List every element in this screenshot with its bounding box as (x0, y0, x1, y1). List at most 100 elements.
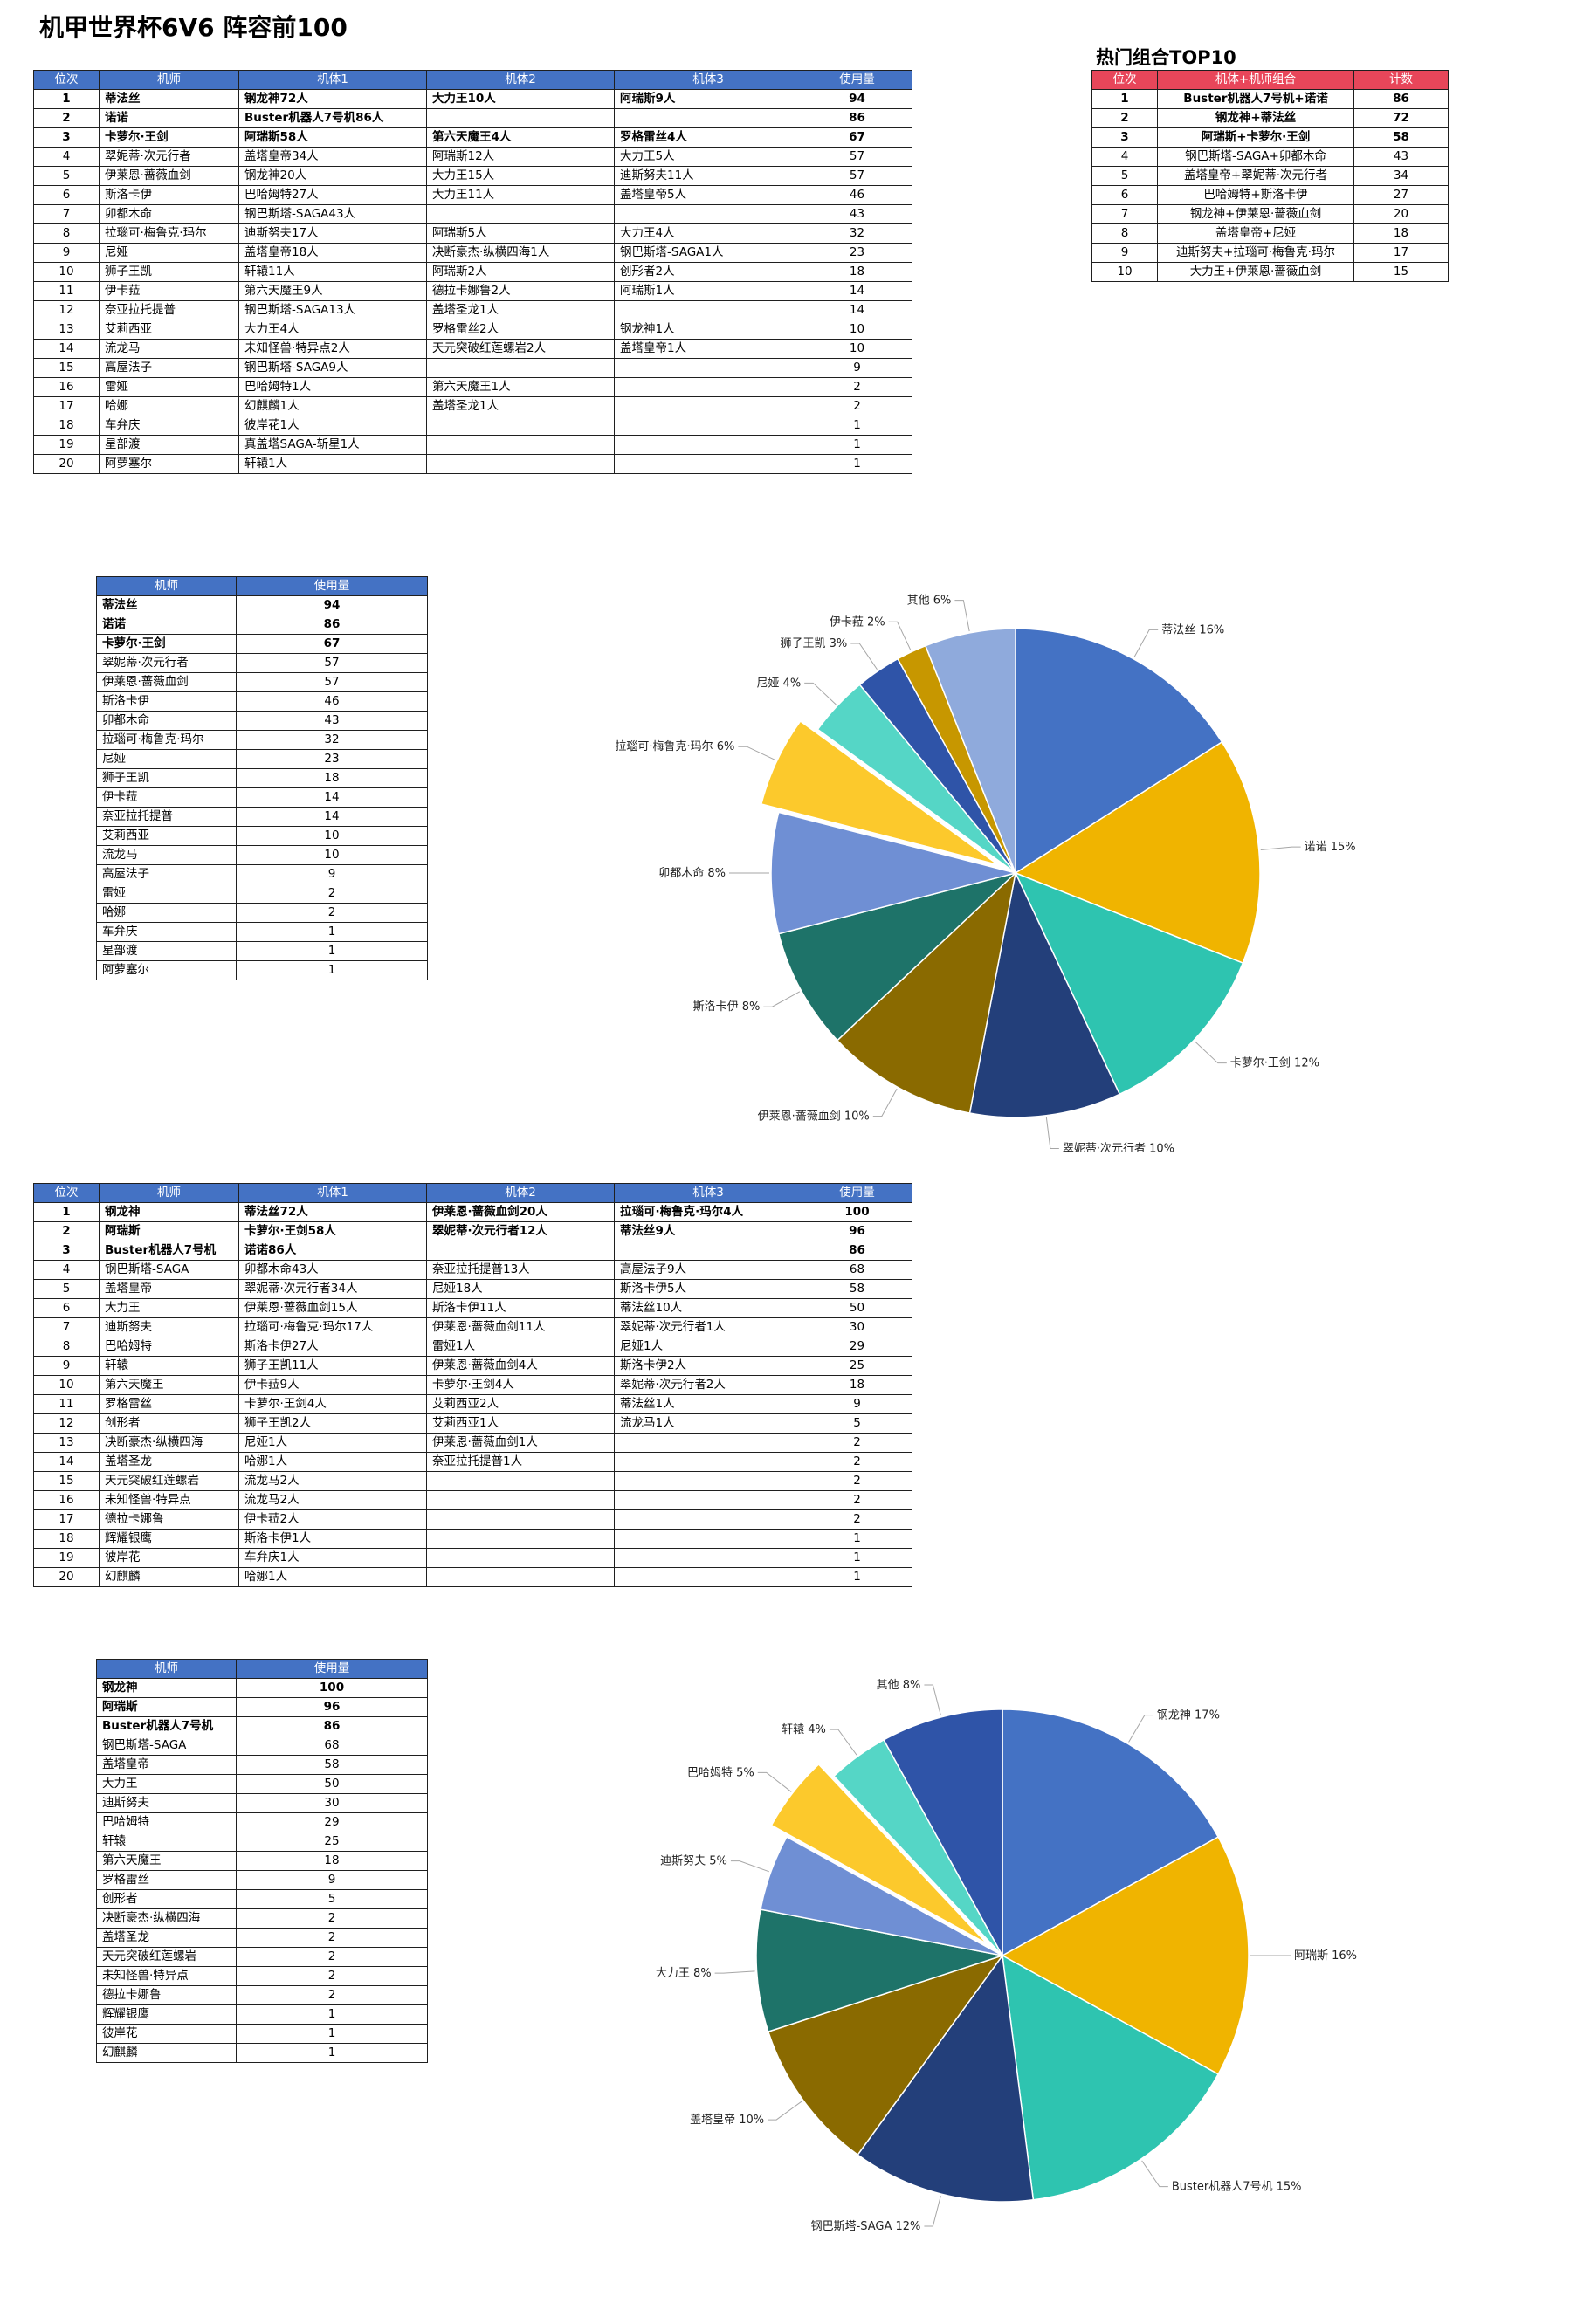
table-cell: 68 (802, 1260, 912, 1280)
pie-leader-line (1260, 846, 1301, 850)
table-cell (614, 1433, 802, 1453)
table-cell: 11 (33, 1394, 100, 1414)
table-cell: 1 (33, 1202, 100, 1222)
table-row: Buster机器人7号机 86 (96, 1716, 428, 1736)
table-row: 阿瑞斯 96 (96, 1697, 428, 1717)
table-cell: 迪斯努夫17人 (238, 223, 427, 244)
table-cell: 86 (236, 1716, 428, 1736)
table-cell: 阿瑞斯1人 (614, 281, 802, 301)
table-cell: 18 (33, 1529, 100, 1549)
table-cell: 18 (236, 768, 428, 788)
table-cell: 星部渡 (96, 941, 237, 961)
table-cell: 1 (802, 435, 912, 455)
pie-slice (883, 1709, 1003, 1956)
table-cell: 5 (802, 1413, 912, 1434)
table-cell: 巴哈姆特27人 (238, 185, 427, 205)
table-cell: 盖塔皇帝1人 (614, 339, 802, 359)
table-cell: 4 (33, 1260, 100, 1280)
table-cell: 100 (236, 1678, 428, 1698)
table-cell: 钢龙神+伊莱恩·蔷薇血剑 (1157, 204, 1354, 224)
column-header: 位次 (1091, 70, 1158, 90)
table-row: 13 艾莉西亚 大力王4人 罗格雷丝2人 钢龙神1人 10 (33, 320, 912, 340)
pie-data-label: 蒂法丝 16% (1161, 623, 1224, 636)
table-cell: 斯洛卡伊1人 (238, 1529, 427, 1549)
table-cell: 哈娜 (96, 903, 237, 923)
table-cell: 未知怪兽·特异点2人 (238, 339, 427, 359)
pie-data-label: 其他 6% (907, 595, 952, 608)
table-cell (614, 416, 802, 436)
table-cell: 18 (802, 262, 912, 282)
table-cell: 1 (802, 416, 912, 436)
table-cell (614, 108, 802, 128)
table-cell: 25 (802, 1356, 912, 1376)
table-row: 12 奈亚拉托提普 钢巴斯塔-SAGA13人 盖塔圣龙1人 14 (33, 300, 912, 320)
table-row: 阿萝塞尔 1 (96, 960, 428, 980)
table-cell: 第六天魔王1人 (426, 377, 615, 397)
table-cell: 幻麒麟1人 (238, 396, 427, 416)
table-cell: 盖塔皇帝34人 (238, 147, 427, 167)
table-cell: 67 (236, 634, 428, 654)
table-cell: 迪斯努夫 (99, 1317, 239, 1337)
table-cell: 艾莉西亚 (96, 826, 237, 846)
table-cell: 尼娅 (96, 749, 237, 769)
table-row: 17 德拉卡娜鲁 伊卡菈2人 2 (33, 1509, 912, 1530)
table-cell: 天元突破红莲螺岩 (99, 1471, 239, 1491)
table-cell: 20 (33, 454, 100, 474)
table-row: 13 决断豪杰·纵横四海 尼娅1人 伊莱恩·蔷薇血剑1人 2 (33, 1433, 912, 1453)
table-cell: 阿瑞斯9人 (614, 89, 802, 109)
table-cell (426, 108, 615, 128)
table-row: 卯都木命 43 (96, 711, 428, 731)
table-cell: 2 (33, 108, 100, 128)
table-row: 3 阿瑞斯+卡萝尔·王剑 58 (1091, 127, 1449, 148)
table-cell: 阿瑞斯 (96, 1697, 237, 1717)
table-row: 1 Buster机器人7号机+诺诺 86 (1091, 89, 1449, 109)
table-row: 5 盖塔皇帝 翠妮蒂·次元行者34人 尼娅18人 斯洛卡伊5人 58 (33, 1279, 912, 1299)
table-header-row: 位次 机师 机体1 机体2 机体3 使用量 (33, 70, 912, 90)
table-cell: 86 (802, 108, 912, 128)
pie-leader-line (757, 1771, 792, 1792)
table-row: 19 星部渡 真盖塔SAGA-斩星1人 1 (33, 435, 912, 455)
table-cell: 伊莱恩·蔷薇血剑 (99, 166, 239, 186)
table-cell (614, 1490, 802, 1510)
table-cell: 伊卡菈9人 (238, 1375, 427, 1395)
table-cell: 100 (802, 1202, 912, 1222)
table-row: 1 蒂法丝 钢龙神72人 大力王10人 阿瑞斯9人 94 (33, 89, 912, 109)
pie-data-label: 斯洛卡伊 8% (693, 1000, 761, 1014)
column-header: 位次 (33, 1183, 100, 1203)
table-cell: 7 (33, 1317, 100, 1337)
table-cell: 迪斯努夫 (96, 1793, 237, 1813)
table-row: 10 第六天魔王 伊卡菈9人 卡萝尔·王剑4人 翠妮蒂·次元行者2人 18 (33, 1375, 912, 1395)
table-cell: 57 (236, 653, 428, 673)
table-cell: 巴哈姆特1人 (238, 377, 427, 397)
table-cell: 卡萝尔·王剑 (96, 634, 237, 654)
table-cell: 5 (236, 1889, 428, 1909)
table-row: 10 狮子王凯 轩辕11人 阿瑞斯2人 创形者2人 18 (33, 262, 912, 282)
pie-slice (755, 1908, 1003, 2033)
table-row: 19 彼岸花 车弁庆1人 1 (33, 1548, 912, 1568)
table-cell: 狮子王凯 (96, 768, 237, 788)
table-cell: 7 (1091, 204, 1158, 224)
table-cell: 尼娅1人 (614, 1337, 802, 1357)
table-cell: 68 (236, 1736, 428, 1756)
table-row: 未知怪兽·特异点 2 (96, 1966, 428, 1986)
pie-leader-line (738, 746, 776, 761)
table-cell: 斯洛卡伊11人 (426, 1298, 615, 1318)
pie-data-label: 其他 8% (877, 1679, 921, 1692)
table-cell: 蒂法丝1人 (614, 1394, 802, 1414)
table-cell (426, 1529, 615, 1549)
column-header: 计数 (1353, 70, 1449, 90)
table-cell: 盖塔圣龙1人 (426, 300, 615, 320)
table-cell: 大力王5人 (614, 147, 802, 167)
column-header: 机体+机师组合 (1157, 70, 1354, 90)
table-row: 伊莱恩·蔷薇血剑 57 (96, 672, 428, 692)
table-cell: 1 (1091, 89, 1158, 109)
table-cell: 10 (236, 826, 428, 846)
table-cell: 斯洛卡伊27人 (238, 1337, 427, 1357)
pie-slice (770, 811, 1016, 935)
table-cell: 43 (236, 711, 428, 731)
table-cell: 1 (236, 941, 428, 961)
table-cell: 18 (802, 1375, 912, 1395)
pilot-summary-table: 机师 使用量 蒂法丝 94 诺诺 86 卡萝尔·王剑 67 翠妮蒂·次元行者 57 伊莱恩·蔷薇血剑… (96, 576, 428, 980)
table-cell: 伊莱恩·蔷薇血剑20人 (426, 1202, 615, 1222)
table-cell: 18 (1353, 223, 1449, 244)
